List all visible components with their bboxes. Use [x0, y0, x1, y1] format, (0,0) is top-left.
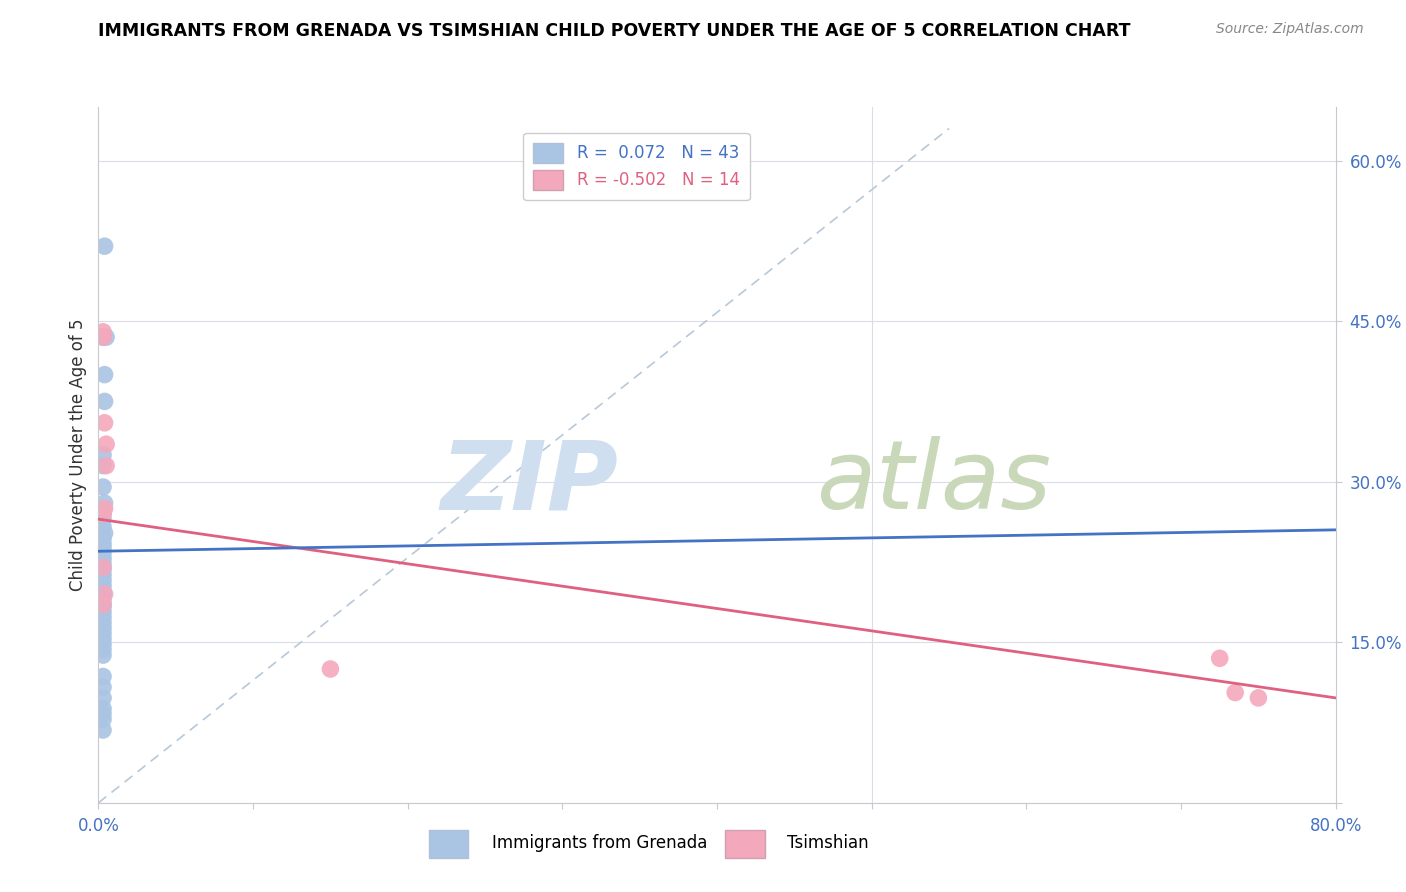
Point [91, 480, 114, 494]
Point [91, 610, 114, 624]
Point [93, 501, 115, 516]
Point [91, 637, 114, 651]
Point [96, 330, 118, 344]
Point [91, 615, 114, 630]
Point [319, 662, 342, 676]
Point [91, 701, 114, 715]
Text: Source: ZipAtlas.com: Source: ZipAtlas.com [1216, 22, 1364, 37]
Point [91, 537, 114, 551]
Text: Immigrants from Grenada: Immigrants from Grenada [492, 834, 707, 852]
Point [91, 598, 114, 612]
Point [91, 632, 114, 646]
Point [91, 532, 114, 546]
Point [91, 507, 114, 521]
Point [93, 239, 115, 253]
Text: atlas: atlas [815, 436, 1052, 529]
Point [93, 368, 115, 382]
Point [91, 680, 114, 694]
Point [91, 583, 114, 598]
Point [91, 573, 114, 587]
Point [93, 526, 115, 541]
Point [91, 330, 114, 344]
Point [91, 458, 114, 473]
Point [91, 669, 114, 683]
Point [93, 496, 115, 510]
Point [91, 560, 114, 574]
Point [96, 437, 118, 451]
Point [91, 551, 114, 566]
Point [91, 448, 114, 462]
Point [91, 541, 114, 555]
Point [93, 587, 115, 601]
Point [91, 325, 114, 339]
Point [91, 626, 114, 640]
Point [91, 594, 114, 608]
Point [91, 642, 114, 657]
Point [1223, 685, 1247, 699]
Text: Tsimshian: Tsimshian [787, 834, 869, 852]
Point [91, 519, 114, 533]
Point [96, 458, 118, 473]
Legend: R =  0.072   N = 43, R = -0.502   N = 14: R = 0.072 N = 43, R = -0.502 N = 14 [523, 133, 749, 200]
Point [91, 546, 114, 560]
Point [91, 605, 114, 619]
Point [91, 599, 114, 614]
Text: IMMIGRANTS FROM GRENADA VS TSIMSHIAN CHILD POVERTY UNDER THE AGE OF 5 CORRELATIO: IMMIGRANTS FROM GRENADA VS TSIMSHIAN CHI… [98, 22, 1130, 40]
Point [91, 723, 114, 737]
Point [91, 562, 114, 576]
Point [91, 706, 114, 721]
Point [1208, 651, 1232, 665]
Point [91, 712, 114, 726]
Point [91, 621, 114, 635]
Point [91, 330, 114, 344]
Point [91, 648, 114, 662]
Point [91, 512, 114, 526]
Point [91, 567, 114, 582]
Point [93, 416, 115, 430]
Point [91, 507, 114, 521]
Point [91, 578, 114, 592]
Y-axis label: Child Poverty Under the Age of 5: Child Poverty Under the Age of 5 [69, 318, 87, 591]
Text: ZIP: ZIP [440, 436, 619, 529]
Point [91, 557, 114, 571]
Point [91, 589, 114, 603]
Point [91, 690, 114, 705]
Point [93, 394, 115, 409]
Point [1247, 690, 1270, 705]
